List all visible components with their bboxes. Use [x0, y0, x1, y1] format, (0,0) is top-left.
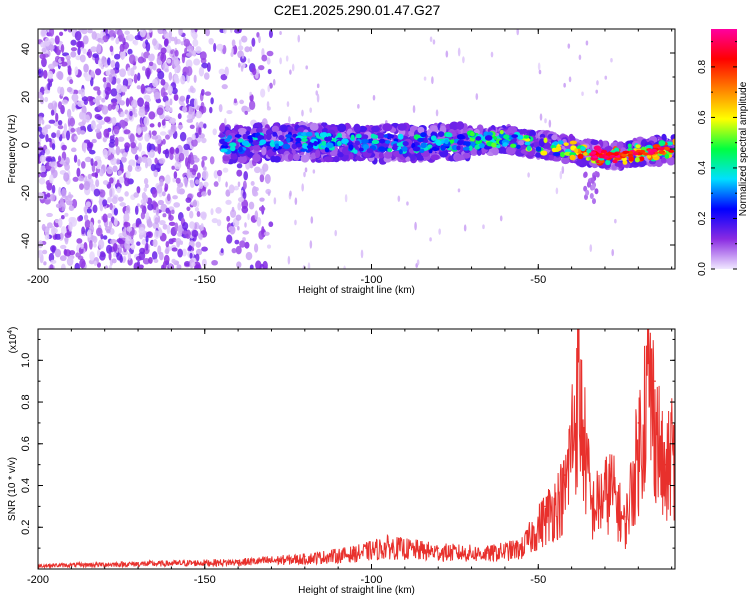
snr-point: [564, 474, 566, 476]
y-tick-label: 40: [20, 43, 32, 55]
snr-point: [577, 344, 580, 347]
y-tick-label: 0.2: [20, 520, 32, 535]
y-tick-label: 0.8: [20, 394, 32, 409]
colorbar-tick-label: 0.6: [697, 110, 708, 124]
y-tick-label: 1.0: [20, 353, 32, 368]
y-axis-label: SNR (10 * v/v): [7, 457, 18, 521]
snr-point: [654, 380, 656, 382]
snr-point: [637, 422, 640, 424]
snr-point: [137, 561, 139, 564]
y-multiplier-close: ): [8, 327, 19, 330]
colorbar-tick-label: 0.2: [697, 211, 708, 225]
snr-point: [610, 468, 613, 470]
snr-point: [590, 495, 593, 497]
snr-point: [387, 541, 389, 543]
y-tick-label: -40: [20, 233, 32, 249]
x-axis-label: Height of straight line (km): [298, 585, 415, 596]
spectrogram-image: [38, 29, 675, 269]
snr-frame: [37, 328, 676, 570]
x-axis-label: Height of straight line (km): [298, 285, 415, 296]
x-tick-label: -50: [530, 574, 546, 586]
y-multiplier-label: (x104): [7, 327, 19, 354]
snr-point: [520, 543, 523, 545]
y-tick-label: 0: [20, 142, 32, 148]
x-tick-label: -150: [194, 274, 216, 286]
snr-point: [304, 555, 306, 558]
colorbar-tick-label: 0.0: [697, 262, 708, 276]
y-multiplier-exp: 4: [7, 330, 14, 334]
colorbar-tick-label: 0.8: [697, 60, 708, 74]
x-tick-label: -200: [27, 574, 49, 586]
snr-point: [670, 422, 673, 424]
y-tick-label: 0.6: [20, 436, 32, 451]
colorbar-tick-label: 0.4: [697, 161, 708, 175]
figure-title: C2E1.2025.290.01.47.G27: [274, 2, 441, 18]
x-tick-label: -150: [194, 574, 216, 586]
snr-point: [487, 549, 490, 552]
snr-point: [354, 549, 356, 552]
x-tick-label: -50: [530, 274, 546, 286]
x-tick-label: -100: [360, 274, 382, 286]
snr-point: [237, 559, 239, 562]
snr-point: [624, 516, 626, 518]
y-tick-label: 0.4: [20, 478, 32, 493]
colorbar-label: Normalized spectral amplitude: [738, 81, 749, 216]
snr-point: [544, 505, 546, 508]
snr-point: [647, 332, 650, 334]
snr-series-line: [38, 329, 675, 569]
y-tick-label: -20: [20, 185, 32, 201]
y-multiplier-base: (x10: [8, 333, 19, 353]
snr-panel: -200 -150 -100 -50 0.2 0.4 0.6 0.8 1.0 Height of …: [7, 327, 676, 596]
snr-point: [437, 547, 440, 549]
x-tick-label: -100: [360, 574, 382, 586]
colorbar: 0.0 0.2 0.4 0.6 0.8 Normalized spectral ampli…: [697, 29, 749, 276]
colorbar-gradient: [711, 29, 737, 269]
x-tick-label: -200: [27, 274, 49, 286]
y-tick-label: 20: [20, 91, 32, 103]
snr-point: [664, 463, 666, 466]
y-axis-label: Frequency (Hz): [7, 115, 18, 184]
